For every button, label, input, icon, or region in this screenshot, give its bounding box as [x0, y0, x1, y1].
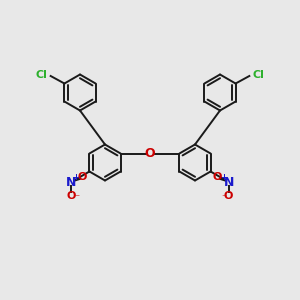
Text: O: O — [145, 147, 155, 160]
Text: Cl: Cl — [35, 70, 47, 80]
Text: ⁻: ⁻ — [74, 194, 79, 204]
Text: +: + — [72, 173, 80, 182]
Text: N: N — [66, 176, 76, 188]
Text: O: O — [67, 191, 76, 201]
Text: Cl: Cl — [253, 70, 265, 80]
Text: ⁻: ⁻ — [221, 194, 226, 204]
Text: +: + — [220, 173, 228, 182]
Text: O: O — [78, 172, 87, 182]
Text: O: O — [213, 172, 222, 182]
Text: O: O — [224, 191, 233, 201]
Text: N: N — [224, 176, 234, 188]
